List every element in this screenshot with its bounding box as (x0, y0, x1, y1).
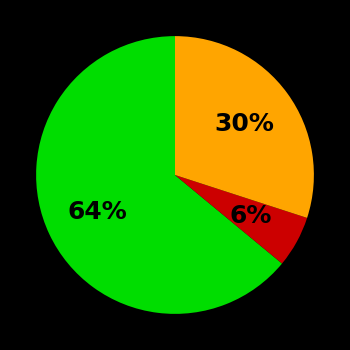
Text: 6%: 6% (229, 204, 272, 229)
Wedge shape (175, 36, 314, 218)
Text: 64%: 64% (67, 199, 127, 224)
Wedge shape (36, 36, 282, 314)
Text: 30%: 30% (215, 112, 275, 136)
Wedge shape (175, 175, 307, 264)
